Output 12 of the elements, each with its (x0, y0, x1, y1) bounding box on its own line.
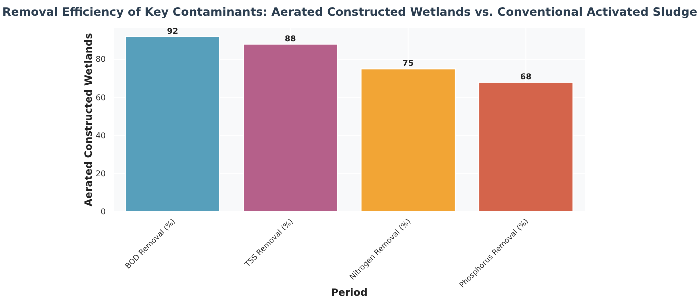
data-label: 68 (520, 72, 532, 82)
y-tick-label: 80 (96, 55, 106, 64)
chart-title: Removal Efficiency of Key Contaminants: Aerated Constructed Wetlands vs. Conventional Activated Sludge (2, 5, 698, 19)
y-axis-title: Aerated Constructed Wetlands (84, 33, 95, 207)
y-tick-label: 40 (96, 131, 106, 140)
y-tick-label: 60 (96, 93, 106, 102)
data-label: 92 (167, 26, 178, 36)
y-tick-label: 20 (96, 169, 106, 178)
data-label: 88 (285, 34, 297, 44)
x-axis-title: Period (331, 288, 368, 299)
data-label: 75 (402, 59, 414, 68)
y-tick-label: 0 (100, 208, 106, 217)
